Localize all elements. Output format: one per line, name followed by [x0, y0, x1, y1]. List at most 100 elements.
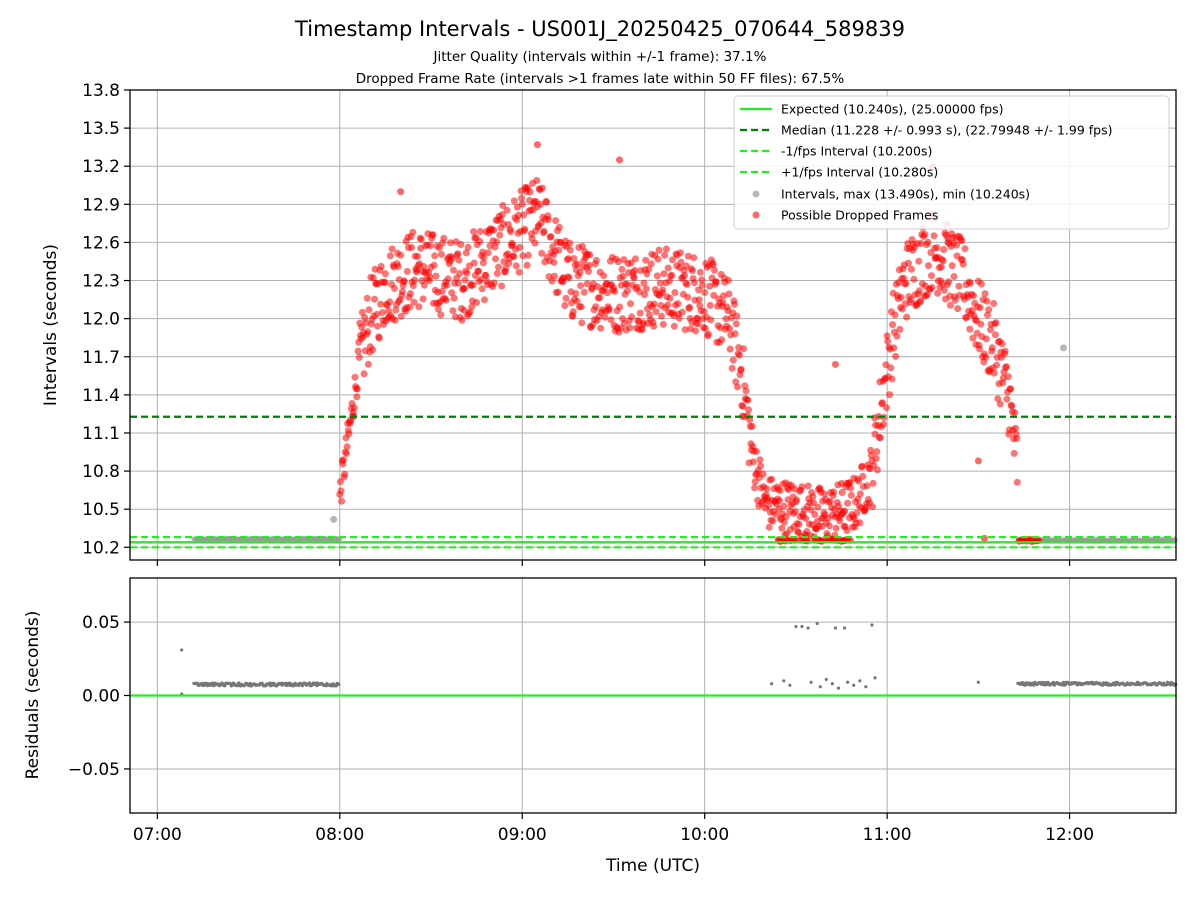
dropped-frame-point: [692, 327, 700, 335]
dropped-frame-point: [988, 344, 996, 352]
dropped-frame-point: [555, 223, 563, 231]
dropped-frame-point: [748, 422, 756, 430]
dropped-frame-point: [426, 242, 434, 250]
dropped-frame-point: [1012, 424, 1019, 432]
residual-point: [237, 681, 241, 685]
dropped-frame-point: [479, 248, 487, 256]
legend-label-intervals: Intervals, max (13.490s), min (10.240s): [781, 187, 1030, 202]
dropped-frame-point: [908, 265, 915, 273]
residual-point: [842, 626, 847, 630]
dropped-frame-point: [695, 296, 703, 304]
top-y-tick-label: 11.1: [82, 424, 120, 444]
dropped-frame-point: [993, 361, 1001, 369]
dropped-frame-point: [642, 256, 650, 264]
dropped-frame-point: [397, 251, 405, 259]
dropped-frame-point: [659, 286, 667, 294]
residual-point: [836, 686, 841, 690]
dropped-frame-point: [674, 300, 682, 308]
x-axis-label: Time (UTC): [605, 856, 700, 876]
residual-point: [864, 685, 868, 689]
dropped-frame-point: [719, 299, 727, 306]
residual-point: [769, 682, 774, 686]
dropped-frame-point: [731, 300, 738, 308]
dropped-frame-point: [889, 321, 897, 329]
dropped-frame-point: [838, 489, 846, 496]
dropped-frame-point: [954, 305, 962, 313]
dropped-frame-point: [991, 331, 999, 339]
legend-box: [733, 95, 1170, 230]
dropped-frame-point: [751, 484, 759, 492]
residual-point: [337, 682, 341, 687]
dropped-frame-point: [722, 315, 730, 323]
x-tick-label: 10:00: [680, 825, 729, 845]
dropped-frame-point: [994, 395, 1002, 403]
dropped-frame-point: [618, 265, 626, 273]
dropped-frame-point: [419, 295, 427, 303]
dropped-frame-point: [928, 272, 935, 280]
residual-point: [833, 626, 838, 630]
dropped-frame-point: [555, 246, 563, 254]
dropped-frame-point: [847, 484, 855, 492]
dropped-frame-point: [410, 298, 418, 306]
residual-point: [1113, 683, 1118, 687]
dropped-frame-point: [411, 276, 419, 284]
dropped-frame-point: [503, 206, 511, 214]
dropped-frame-point: [641, 291, 648, 299]
bottom-x-axis-ticks: 07:00 08:00 09:00 10:00 11:00 12:00: [133, 813, 1094, 845]
dropped-frame-point: [573, 297, 581, 305]
x-tick-label: 07:00: [133, 825, 182, 845]
dropped-frame-point: [482, 271, 490, 279]
dropped-frame-point: [925, 262, 932, 270]
dropped-frame-point: [343, 443, 351, 451]
dropped-frame-point: [700, 308, 708, 315]
residual-point: [870, 623, 874, 627]
dropped-frame-point: [887, 364, 895, 372]
dropped-frame-point: [855, 477, 863, 485]
residual-point: [308, 681, 312, 685]
dropped-frame-point: [907, 296, 915, 304]
interval-point: [330, 515, 338, 523]
dropped-frame-point: [698, 281, 706, 289]
dropped-frame-point: [710, 291, 718, 299]
dropped-frame-point: [512, 262, 520, 270]
residual-point: [873, 676, 877, 680]
legend-label-median: Median (11.228 +/- 0.993 s), (22.79948 +…: [781, 123, 1112, 138]
dropped-frame-point: [791, 508, 799, 516]
dropped-frame-point: [666, 294, 674, 302]
dropped-frame-point: [570, 255, 578, 262]
dropped-frame-point: [976, 304, 984, 312]
dropped-frame-point: [507, 228, 515, 236]
dropped-frame-point: [953, 241, 960, 249]
dropped-frame-point: [360, 370, 368, 378]
dropped-frame-point: [386, 298, 394, 306]
dropped-frame-point: [668, 271, 676, 279]
legend: Expected (10.240s), (25.00000 fps) Media…: [733, 95, 1170, 230]
dropped-frame-point: [982, 353, 990, 361]
dropped-frame-point: [490, 226, 498, 234]
dropped-frame-point: [406, 290, 414, 298]
dropped-frame-point: [681, 271, 689, 279]
dropped-frame-point: [658, 312, 665, 320]
dropped-frame-point: [873, 466, 881, 474]
dropped-frame-point: [776, 497, 783, 505]
dropped-frame-point: [640, 279, 648, 287]
dropped-frame-point: [659, 320, 667, 328]
dropped-frame-point: [772, 511, 780, 519]
dropped-frame-point: [476, 228, 484, 235]
dropped-frame-point: [902, 279, 910, 287]
dropped-frame-point: [417, 235, 425, 243]
dropped-frame-point: [793, 496, 800, 504]
dropped-frame-point: [883, 332, 891, 340]
legend-label-minus-fps: -1/fps Interval (10.200s): [781, 144, 932, 159]
dropped-frame-point: [636, 309, 644, 317]
dropped-frame-point: [968, 306, 976, 314]
dropped-frame-point: [958, 237, 966, 245]
dropped-frame-point: [876, 434, 884, 442]
dropped-frame-point: [565, 274, 573, 282]
residual-point: [788, 683, 792, 687]
dropped-frame-point: [450, 266, 457, 274]
dropped-frame-point: [470, 259, 478, 267]
dropped-frame-point: [720, 292, 727, 300]
dropped-frame-point: [1002, 363, 1010, 371]
dropped-frame-point: [856, 490, 864, 498]
